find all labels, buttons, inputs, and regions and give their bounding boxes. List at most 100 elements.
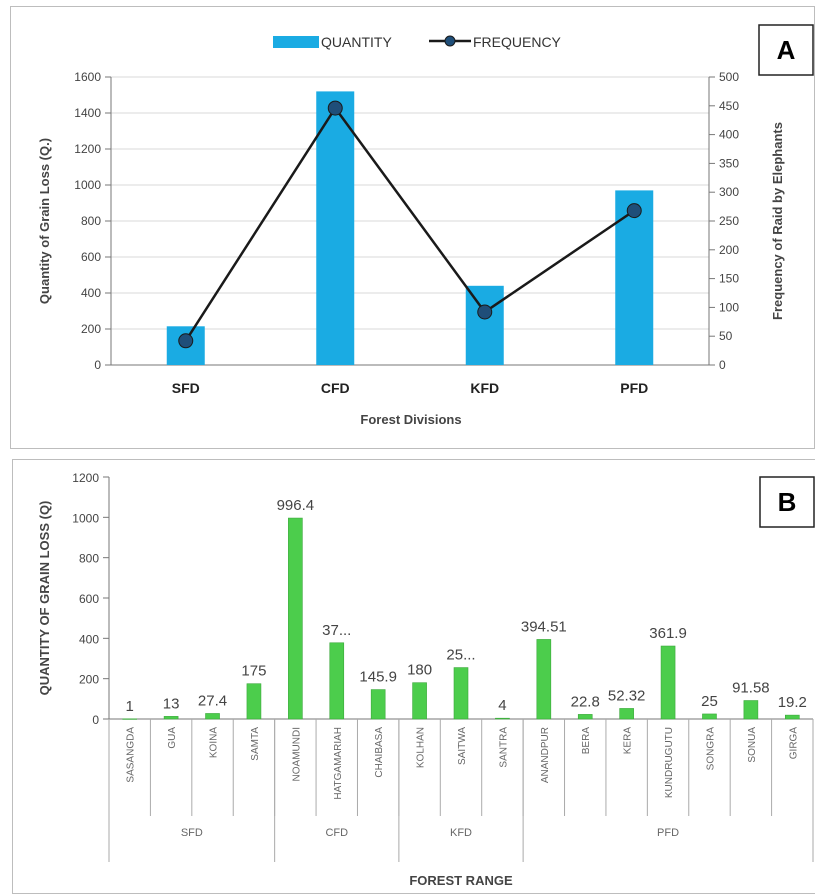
chart-b-svg: 0 200 400 600 800 1000 1200 1 13 27.4 175 996.4 37..… <box>37 471 815 888</box>
bar-quantity <box>465 285 504 365</box>
data-label: 180 <box>407 662 432 679</box>
x-category-label: BERA <box>581 727 592 755</box>
x-category-label: GIRGA <box>788 727 799 760</box>
bar-grain-loss <box>660 645 676 720</box>
x-category-label: HATGAMARIAH <box>333 727 344 800</box>
data-label: 91.58 <box>732 680 770 697</box>
y-tick-label: 1200 <box>72 471 99 485</box>
bar-grain-loss <box>163 716 179 720</box>
y-tick-label: 400 <box>79 632 99 646</box>
bar-grain-loss <box>246 683 262 720</box>
y2-tick-label: 50 <box>719 329 733 343</box>
data-label: 22.8 <box>571 693 600 710</box>
y2-tick-label: 400 <box>719 128 739 142</box>
x-category-label: KOINA <box>209 727 220 758</box>
point-frequency <box>178 333 194 349</box>
y-tick-label: 0 <box>92 713 99 727</box>
bar-grain-loss <box>453 667 469 720</box>
y-tick-label: 1400 <box>74 106 101 120</box>
bar-grain-loss <box>329 642 345 720</box>
panel-label: A <box>777 35 796 65</box>
data-label: 1 <box>126 698 134 715</box>
data-label: 25 <box>701 693 718 710</box>
legend-swatch-frequency-marker <box>444 35 456 47</box>
data-label: 175 <box>241 663 266 680</box>
bar-grain-loss <box>288 517 303 720</box>
bar-grain-loss <box>743 700 759 720</box>
y-tick-label: 1200 <box>74 142 101 156</box>
panel-label: B <box>778 487 797 517</box>
data-label: 37... <box>322 622 351 639</box>
panel-label-box <box>759 476 815 528</box>
x-category-label: SFD <box>172 380 200 396</box>
x-category-label: NOAMUNDI <box>291 727 302 781</box>
y2-axis-title: Frequency of Raid by Elephants <box>770 122 785 320</box>
y-tick-label: 800 <box>81 214 101 228</box>
bar-grain-loss <box>536 639 552 720</box>
data-label: 996.4 <box>277 497 315 514</box>
y-tick-label: 600 <box>79 592 99 606</box>
group-label: KFD <box>450 827 472 839</box>
data-label: 4 <box>498 697 506 714</box>
data-label: 52.32 <box>608 687 646 704</box>
y2-tick-label: 500 <box>719 70 739 84</box>
point-frequency <box>327 100 343 116</box>
legend-swatch-quantity <box>273 36 319 48</box>
y2-tick-label: 100 <box>719 300 739 314</box>
line-frequency <box>184 105 635 342</box>
data-label: 13 <box>163 695 180 712</box>
bar-grain-loss <box>370 689 386 720</box>
x-category-label: PFD <box>620 380 648 396</box>
x-category-label: SAMTA <box>250 727 261 761</box>
chart-a-svg: 0 200 400 600 800 1000 1200 1400 1600 0 50 100 150 20… <box>37 24 814 427</box>
x-category-label: KOLHAN <box>416 727 427 768</box>
point-frequency <box>626 203 642 219</box>
y-tick-label: 0 <box>94 358 101 372</box>
x-category-label: CHAIBASA <box>374 727 385 778</box>
x-category-label: SONUA <box>747 727 758 763</box>
x-axis-title: Forest Divisions <box>360 412 461 427</box>
y-axis-title: Quantity of Grain Loss (Q.) <box>37 138 52 304</box>
y2-tick-label: 300 <box>719 185 739 199</box>
bar-grain-loss <box>784 714 800 720</box>
chart-panel-b: 0 200 400 600 800 1000 1200 1 13 27.4 175 996.4 37..… <box>12 459 815 894</box>
y-tick-label: 200 <box>81 322 101 336</box>
chart-panel-a: 0 200 400 600 800 1000 1200 1400 1600 0 50 100 150 20… <box>10 6 815 449</box>
x-category-label: ANANDPUR <box>540 727 551 783</box>
legend-label-quantity: QUANTITY <box>321 34 392 50</box>
data-label: 145.9 <box>359 669 397 686</box>
data-label: 394.51 <box>521 618 567 635</box>
data-label: 361.9 <box>649 625 687 642</box>
data-label: 19.2 <box>778 694 807 711</box>
y-tick-label: 400 <box>81 286 101 300</box>
bar-grain-loss <box>412 682 427 720</box>
y-axis-title: QUANTITY OF GRAIN LOSS (Q) <box>37 501 52 696</box>
legend-label-frequency: FREQUENCY <box>473 34 562 50</box>
panel-label-box <box>758 24 814 76</box>
data-label: 25... <box>446 647 475 664</box>
bar-grain-loss <box>122 718 138 720</box>
y2-tick-label: 350 <box>719 156 739 170</box>
x-category-label: SAITWA <box>457 727 468 765</box>
bar-grain-loss <box>577 714 593 720</box>
y2-tick-label: 250 <box>719 214 739 228</box>
bar-grain-loss <box>702 713 717 720</box>
y-tick-label: 800 <box>79 552 99 566</box>
x-category-label: SASANGDA <box>126 727 137 783</box>
y2-tick-label: 200 <box>719 243 739 257</box>
x-category-label: SONGRA <box>705 727 716 771</box>
y-tick-label: 600 <box>81 250 101 264</box>
group-label: PFD <box>657 827 679 839</box>
bar-grain-loss <box>495 717 510 720</box>
y-tick-label: 1000 <box>74 178 101 192</box>
bar-quantity <box>316 91 355 366</box>
x-category-label: GUA <box>167 727 178 749</box>
group-label: SFD <box>181 827 203 839</box>
x-category-label: KUNDRUGUTU <box>664 727 675 798</box>
bar-grain-loss <box>205 713 220 720</box>
group-label: CFD <box>325 827 348 839</box>
y2-tick-label: 0 <box>719 358 726 372</box>
data-label: 27.4 <box>198 692 227 709</box>
y2-tick-label: 450 <box>719 99 739 113</box>
x-axis-title: FOREST RANGE <box>409 873 513 888</box>
